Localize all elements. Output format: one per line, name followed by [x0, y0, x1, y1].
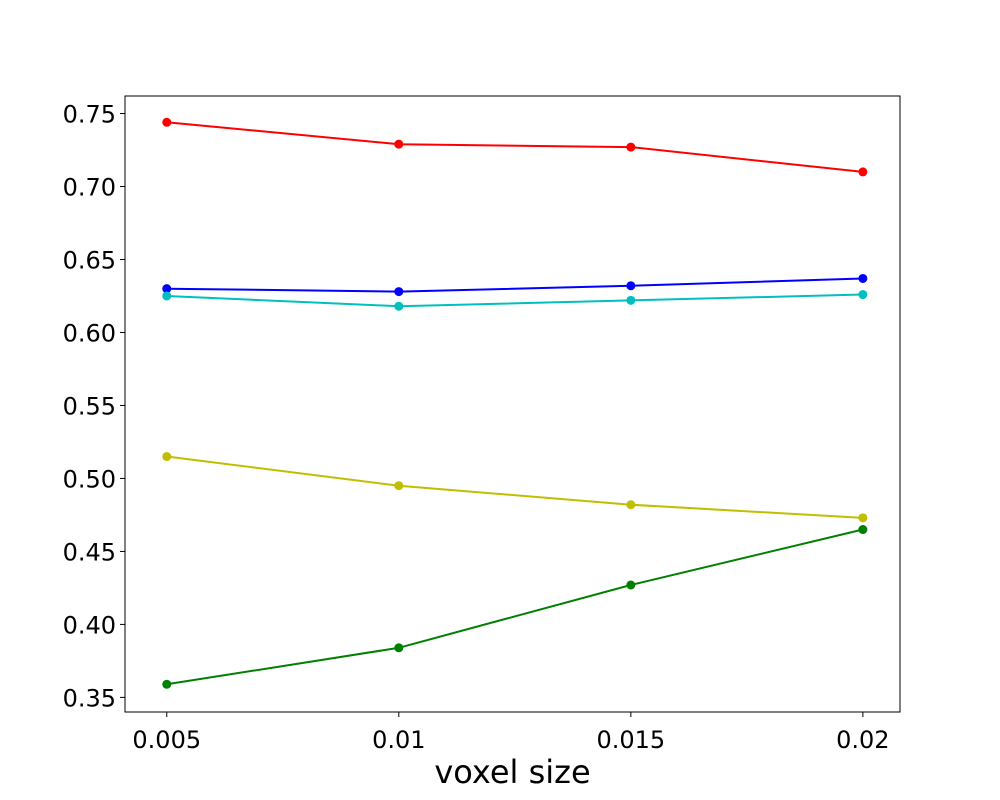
data-point [394, 301, 404, 311]
y-tick-label: 0.55 [63, 392, 116, 420]
series-line [166, 528, 864, 686]
data-point [858, 167, 868, 177]
data-point [162, 117, 172, 127]
data-point [626, 142, 636, 152]
data-point [858, 273, 868, 283]
data-point [162, 284, 172, 294]
series-4 [162, 525, 868, 689]
series-line [166, 455, 863, 519]
y-tick-label: 0.65 [63, 246, 116, 274]
data-point [858, 290, 868, 300]
data-point [162, 452, 172, 462]
series-0 [162, 117, 868, 177]
data-point [162, 679, 172, 689]
x-tick-label: 0.02 [836, 726, 889, 754]
series-line [166, 277, 863, 293]
y-tick-label: 0.70 [63, 174, 116, 202]
y-tick-label: 0.60 [63, 319, 116, 347]
x-axis-title: voxel size [434, 753, 590, 791]
y-tick-label: 0.35 [63, 684, 116, 712]
y-tick-label: 0.50 [63, 465, 116, 493]
y-tick-label: 0.40 [63, 611, 116, 639]
data-point [626, 580, 636, 590]
data-point [626, 281, 636, 291]
x-tick-label: 0.005 [132, 726, 201, 754]
plot-area-frame [124, 95, 901, 713]
x-tick-label: 0.01 [372, 726, 425, 754]
series-line [166, 293, 863, 308]
series-2 [162, 290, 868, 311]
y-tick-label: 0.75 [63, 101, 116, 129]
y-axis: 0.35 0.40 0.45 0.50 0.55 0.60 0.65 0.70 0.75 [63, 101, 125, 712]
data-point [626, 500, 636, 510]
data-point [162, 291, 172, 301]
data-point [626, 295, 636, 305]
x-axis: 0.005 0.01 0.015 0.02 [132, 712, 890, 754]
data-point [394, 287, 404, 297]
data-point [394, 139, 404, 149]
data-point [394, 643, 404, 653]
series-3 [162, 452, 868, 523]
series-layer [162, 117, 868, 689]
data-point [858, 513, 868, 523]
data-point [394, 481, 404, 491]
data-point [858, 525, 868, 535]
x-tick-label: 0.015 [596, 726, 665, 754]
y-tick-label: 0.45 [63, 538, 116, 566]
series-line [166, 121, 864, 173]
series-1 [162, 273, 868, 297]
